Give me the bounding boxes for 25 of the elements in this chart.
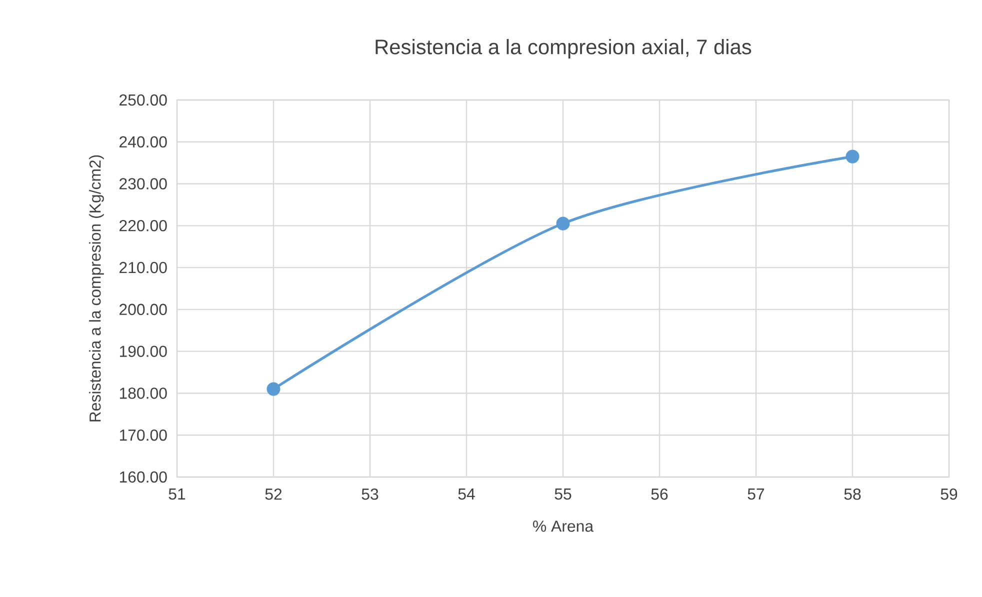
y-tick-label: 190.00 [120, 346, 167, 357]
point [846, 150, 860, 164]
x-tick-label: 54 [458, 488, 475, 500]
x-tick-label: 55 [554, 488, 572, 500]
point [556, 216, 570, 230]
x-axis-title: % Arena [532, 520, 594, 532]
x-tick-label: 51 [168, 488, 186, 500]
x-tick-label: 56 [651, 488, 668, 500]
x-tick-label: 53 [362, 488, 378, 500]
chart-title: Resistencia a la compresion axial, 7 dias [376, 39, 752, 59]
y-tick-label: 210.00 [120, 262, 167, 274]
y-tick-label: 220.00 [120, 220, 167, 232]
x-tick-label: 52 [265, 488, 282, 500]
x-tick-label: 57 [748, 488, 764, 500]
y-tick-label: 180.00 [120, 388, 167, 399]
y-tick-label: 230.00 [120, 178, 167, 190]
y-tick-label: 160.00 [120, 471, 167, 483]
y-axis-title: Resistencia a la compresion (Kg/cm2) [89, 155, 104, 422]
y-tick-label: 240.00 [120, 136, 167, 148]
point [266, 382, 280, 396]
x-tick-label: 59 [940, 488, 958, 500]
y-tick-label: 250.00 [120, 94, 167, 106]
y-tick-label: 200.00 [120, 304, 167, 316]
y-tick-label: 170.00 [120, 429, 167, 441]
x-tick-label: 58 [844, 488, 861, 500]
